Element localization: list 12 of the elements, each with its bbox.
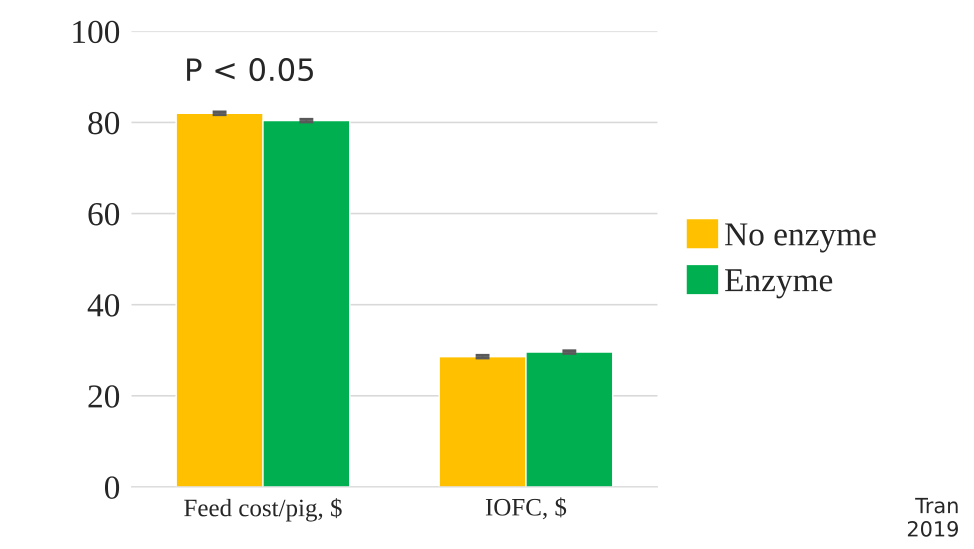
x-tick-label: Feed cost/pig, $ bbox=[184, 498, 342, 522]
y-tick-label: 100 bbox=[73, 20, 120, 44]
y-tick-label: 40 bbox=[88, 294, 120, 317]
y-tick-label: 60 bbox=[88, 202, 120, 226]
y-tick-label: 0 bbox=[104, 476, 120, 499]
legend-label: Enzyme bbox=[725, 269, 832, 298]
y-tick-label: 80 bbox=[88, 112, 120, 134]
text: Tran 2019 bbox=[908, 498, 958, 537]
annotation: P < 0.05 bbox=[187, 58, 313, 82]
x-tick-label: IOFC, $ bbox=[486, 497, 566, 520]
legend-label: No enzyme bbox=[725, 223, 876, 252]
y-tick-label: 20 bbox=[88, 385, 120, 408]
